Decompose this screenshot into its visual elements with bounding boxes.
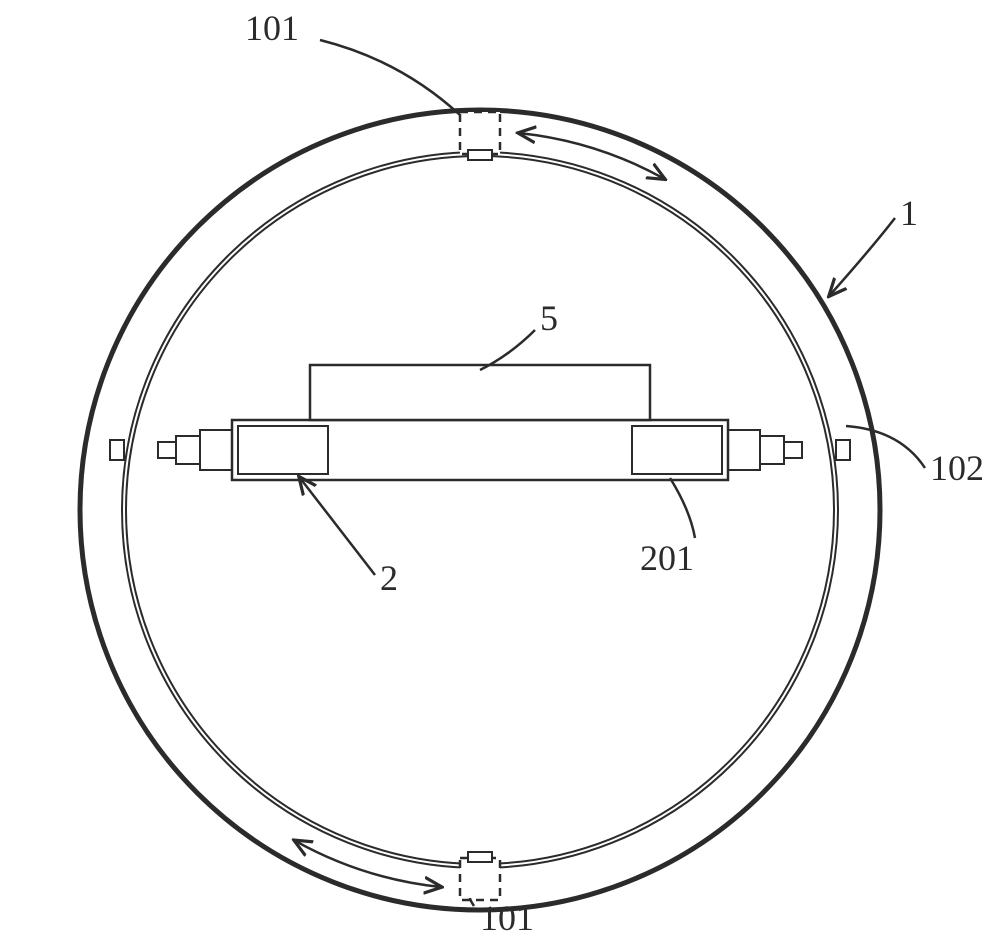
pin-left-stage1 [200, 430, 232, 470]
label-l102-leader [846, 426, 925, 468]
pin-right-stage3 [784, 442, 802, 458]
pin-left-stage3 [158, 442, 176, 458]
platform-right-block [632, 426, 722, 474]
motion-arrow-top [520, 133, 664, 178]
socket-right [836, 440, 850, 460]
socket-left [110, 440, 124, 460]
pin-left-stage2 [176, 436, 200, 464]
inner-ring-inner [126, 156, 834, 864]
platform-left-block [238, 426, 328, 474]
label-l101_bottom-text: 101 [480, 898, 534, 931]
label-l201-leader [670, 478, 695, 538]
label-l101_top-leader [320, 40, 460, 115]
notch-top-tab [468, 150, 492, 160]
label-l101_top-text: 101 [245, 8, 299, 48]
notch-bottom-tab [468, 852, 492, 862]
pin-right-stage2 [760, 436, 784, 464]
label-l102-text: 102 [930, 448, 984, 488]
label-l201-text: 201 [640, 538, 694, 578]
label-l2-leader [300, 478, 375, 575]
pin-right-stage1 [728, 430, 760, 470]
platform-top-bar [310, 365, 650, 420]
label-l5-text: 5 [540, 298, 558, 338]
notch-bottom [460, 858, 500, 900]
label-l1-text: 1 [900, 193, 918, 233]
notch-top [460, 112, 500, 154]
label-l2-text: 2 [380, 558, 398, 598]
motion-arrow-bottom [296, 841, 441, 887]
outer-ring [80, 110, 880, 910]
label-l1-leader [830, 218, 895, 295]
